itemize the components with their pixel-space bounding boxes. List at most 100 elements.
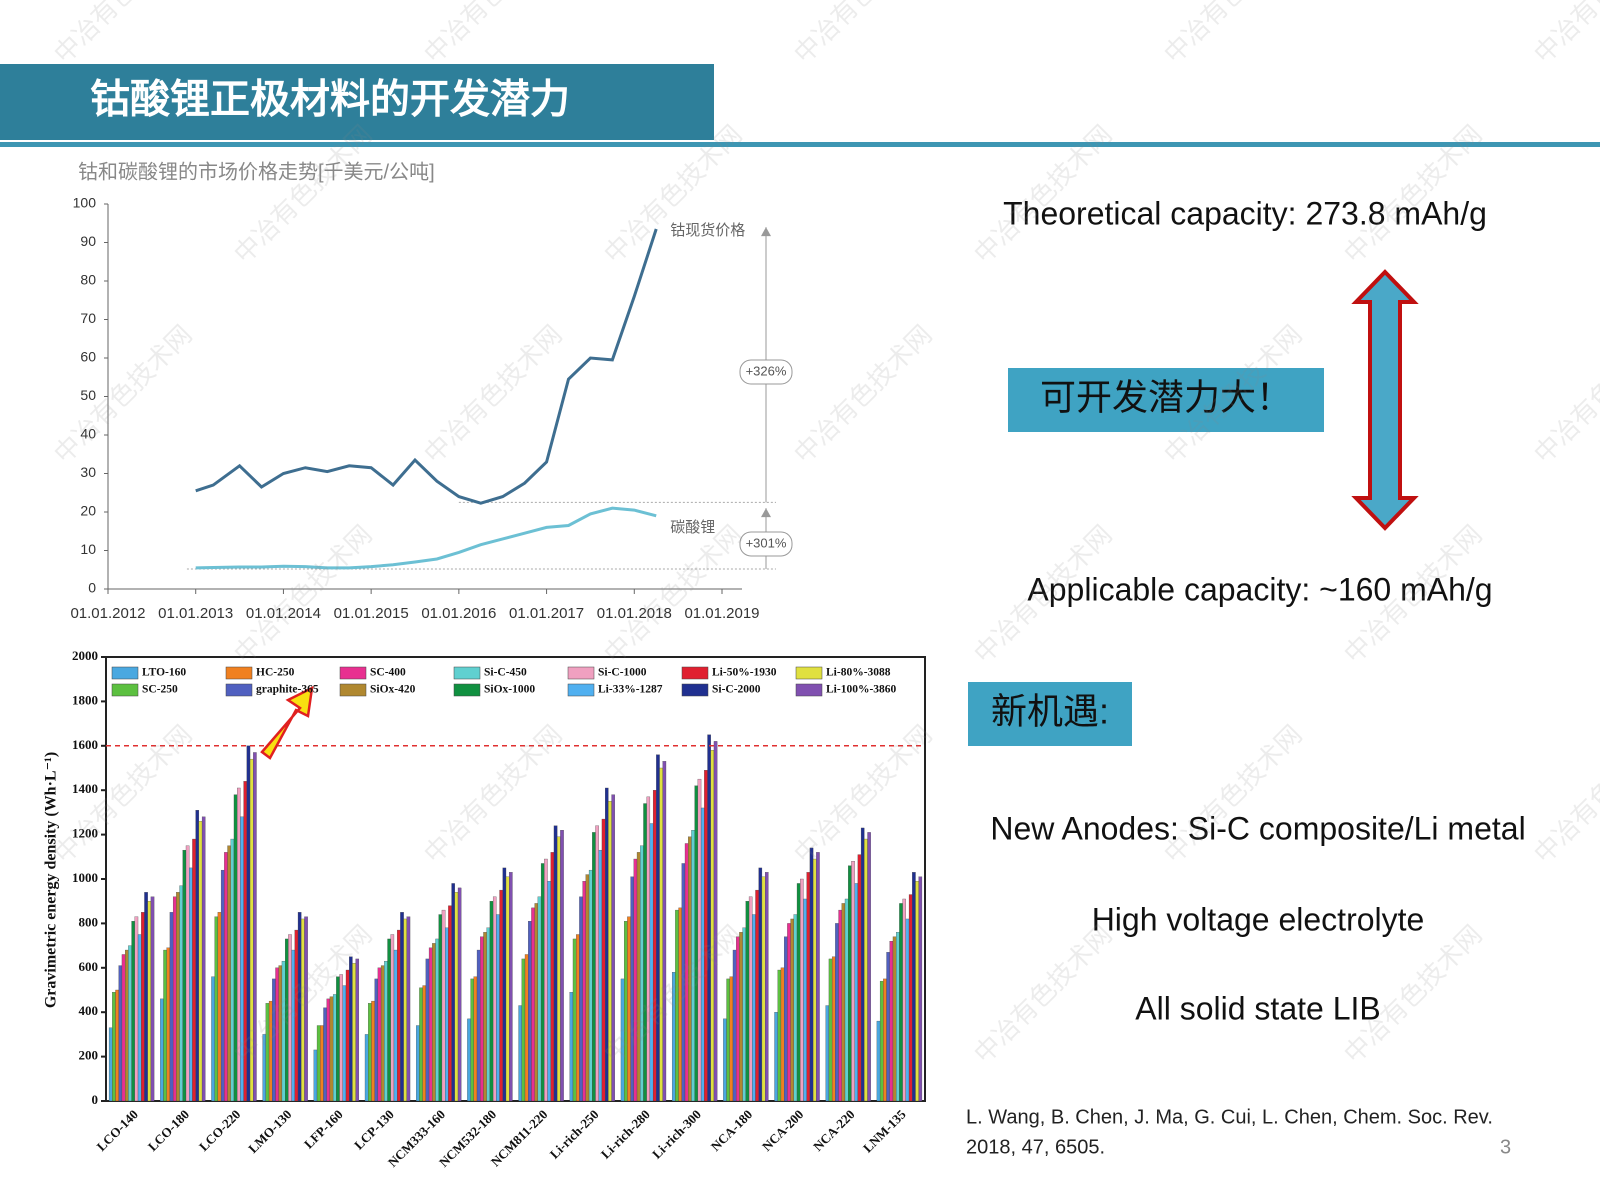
bar <box>595 825 599 1102</box>
y-tick-label: 600 <box>79 959 99 974</box>
bar <box>892 936 897 1102</box>
bar <box>579 896 583 1102</box>
bar <box>422 985 426 1102</box>
bar <box>390 934 395 1102</box>
bar <box>745 901 750 1102</box>
bar <box>879 980 884 1102</box>
bar <box>857 854 862 1102</box>
bar <box>633 858 638 1102</box>
bar <box>844 898 849 1102</box>
bar <box>406 916 411 1102</box>
potential-box <box>1008 368 1324 432</box>
legend-swatch <box>453 666 481 680</box>
legend-swatch <box>681 666 709 680</box>
bar <box>876 1020 881 1102</box>
legend-label: SiOx-1000 <box>484 684 535 696</box>
y-tick-label: 0 <box>88 580 96 596</box>
bar <box>806 872 811 1102</box>
bar <box>163 949 167 1102</box>
bar <box>141 912 145 1102</box>
bar <box>598 849 603 1102</box>
watermark: 中冶有色技术网 <box>418 319 568 469</box>
bar <box>224 852 228 1102</box>
bar <box>627 916 631 1102</box>
bar <box>339 974 343 1102</box>
citation: 2018, 47, 6505. <box>966 1136 1105 1158</box>
bar <box>198 821 203 1102</box>
bar <box>652 790 657 1102</box>
bar <box>115 989 119 1102</box>
bar <box>694 785 699 1102</box>
watermark: 中冶有色技术网 <box>48 319 198 469</box>
legend-swatch <box>795 666 823 680</box>
bar <box>489 901 494 1102</box>
annotation-box <box>739 531 793 557</box>
bar <box>649 823 654 1102</box>
bar <box>521 958 526 1102</box>
bar <box>748 896 753 1102</box>
watermark: 中冶有色技术网 <box>418 0 568 69</box>
bar <box>835 923 839 1102</box>
bar <box>774 1012 778 1102</box>
bar <box>576 934 580 1102</box>
bar <box>128 945 132 1102</box>
bar <box>752 914 756 1102</box>
watermark: 中冶有色技术网 <box>1158 719 1308 869</box>
bar <box>764 872 769 1102</box>
arrow-head <box>761 508 771 518</box>
x-tick-label: NCA-200 <box>759 1107 806 1154</box>
point: High voltage electrolyte <box>1092 901 1425 937</box>
bar <box>572 938 577 1102</box>
bar <box>662 761 667 1102</box>
applicable-capacity: Applicable capacity: ~160 mAh/g <box>1027 571 1492 607</box>
watermark: 中冶有色技术网 <box>598 119 748 269</box>
x-tick-label: 01.01.2014 <box>246 605 321 622</box>
x-tick-label: 01.01.2013 <box>158 605 233 622</box>
bar <box>780 967 785 1102</box>
x-tick-label: LCO-140 <box>94 1107 141 1154</box>
bar <box>201 816 206 1102</box>
annotation-box <box>739 359 793 385</box>
legend-swatch <box>453 683 481 697</box>
watermark: 中冶有色技术网 <box>788 0 938 69</box>
bar <box>761 876 766 1102</box>
y-tick-label: 60 <box>80 349 96 365</box>
bar <box>585 874 590 1102</box>
y-tick-label: 10 <box>80 541 96 557</box>
bar <box>304 916 308 1102</box>
bar <box>540 863 545 1102</box>
bar <box>630 876 634 1102</box>
bar <box>905 918 910 1102</box>
legend-swatch <box>225 683 253 697</box>
y-tick-label: 2000 <box>72 648 98 663</box>
watermark: 中冶有色技术网 <box>968 919 1118 1069</box>
bar <box>547 881 551 1102</box>
bar <box>697 778 702 1102</box>
annotation: +326% <box>746 363 787 378</box>
bar <box>473 976 478 1102</box>
y-tick-label: 90 <box>80 233 96 249</box>
bar <box>841 903 846 1102</box>
bar <box>915 881 919 1102</box>
opportunity-text: 新机遇: <box>991 691 1109 732</box>
watermark: 中冶有色技术网 <box>968 119 1118 269</box>
watermark: 中冶有色技术网 <box>48 719 198 869</box>
bar <box>125 949 129 1102</box>
watermark: 中冶有色技术网 <box>1528 719 1600 869</box>
legend-label: Si-C-2000 <box>712 684 761 696</box>
bar <box>192 838 196 1102</box>
bar <box>371 1000 375 1102</box>
bar <box>505 876 510 1102</box>
bar <box>704 770 708 1102</box>
bar <box>518 1005 522 1102</box>
legend-swatch <box>111 683 139 697</box>
theoretical-capacity: Theoretical capacity: 273.8 mAh/g <box>1003 195 1487 231</box>
bar <box>828 958 833 1102</box>
x-tick-label: 01.01.2015 <box>334 605 409 622</box>
x-tick-label: LCP-130 <box>351 1107 397 1153</box>
legend-label: SC-250 <box>142 684 178 696</box>
bar <box>457 887 462 1102</box>
bar <box>908 894 913 1102</box>
watermark: 中冶有色技术网 <box>1158 0 1308 69</box>
